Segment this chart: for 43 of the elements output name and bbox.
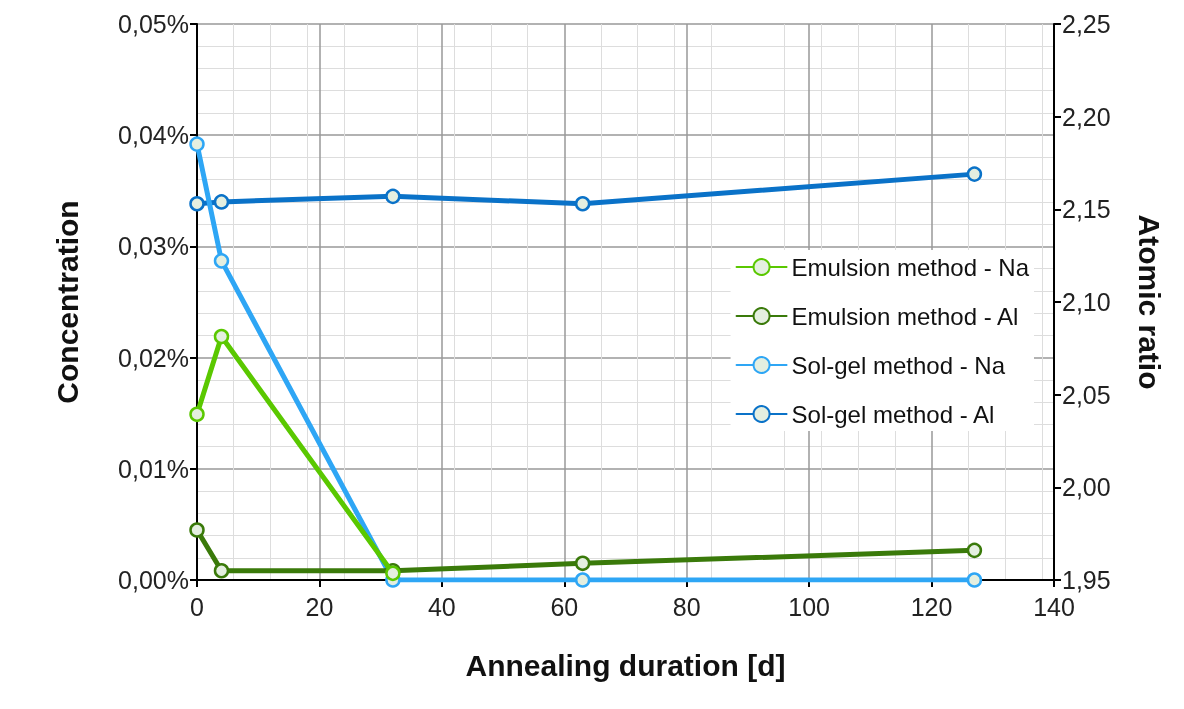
point — [213, 562, 230, 579]
y-tick-label: 0,03% — [118, 232, 189, 261]
y2-tick-label: 2,00 — [1062, 473, 1111, 502]
y2-axis-title: Atomic ratio — [1132, 214, 1166, 390]
y-tick-label: 0,04% — [118, 121, 189, 150]
legend-label: Emulsion method - Na — [791, 253, 1030, 281]
y-tick-label: 0,02% — [118, 343, 189, 372]
y-tick-label: 0,01% — [118, 454, 189, 483]
x-tick-label: 0 — [190, 592, 204, 621]
point — [966, 572, 983, 588]
point — [966, 542, 983, 559]
x-tick-label: 60 — [550, 592, 579, 621]
point — [189, 196, 205, 212]
y2-tick-label: 2,10 — [1062, 288, 1111, 316]
y-axis-title: Concentration — [50, 200, 84, 404]
y2-tick-label: 2,25 — [1062, 10, 1111, 38]
point — [213, 253, 230, 269]
x-tick-label: 80 — [672, 592, 701, 621]
point — [966, 166, 983, 182]
point — [385, 188, 401, 205]
y-tick-label: 0,05% — [118, 10, 189, 38]
x-tick-label: 120 — [910, 592, 953, 621]
point — [189, 522, 205, 538]
y-tick-label: 0,00% — [118, 566, 189, 594]
y2-tick-label: 2,15 — [1062, 195, 1111, 224]
point — [574, 196, 591, 212]
x-tick-label: 20 — [305, 592, 334, 621]
legend-label: Sol-gel method - Al — [791, 400, 995, 428]
point — [189, 136, 205, 152]
legend-label: Sol-gel method - Na — [791, 351, 1006, 379]
point — [574, 572, 591, 588]
y2-tick-label: 1,95 — [1062, 566, 1111, 594]
y2-tick-label: 2,05 — [1062, 380, 1111, 409]
x-tick-label: 40 — [427, 592, 456, 621]
x-tick-label: 100 — [788, 592, 830, 621]
y2-tick-label: 2,20 — [1062, 102, 1111, 131]
point — [574, 555, 591, 572]
point — [213, 328, 230, 345]
x-tick-label: 140 — [1033, 592, 1075, 621]
legend-label: Emulsion method - Al — [791, 302, 1019, 330]
point — [189, 406, 205, 423]
x-axis-title: Annealing duration [d] — [465, 648, 786, 682]
point — [213, 194, 230, 210]
